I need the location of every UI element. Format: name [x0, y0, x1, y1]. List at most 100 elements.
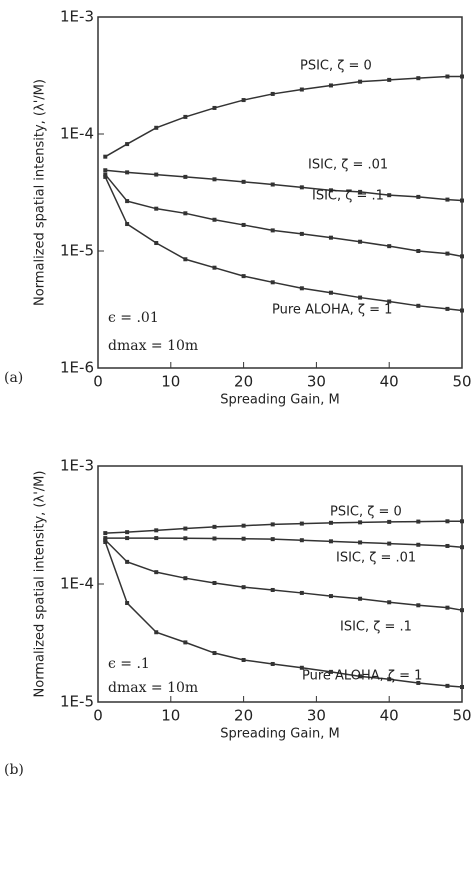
- data-point: [445, 74, 450, 79]
- data-point: [299, 286, 304, 291]
- data-point: [460, 545, 464, 550]
- y-tick-label: 1E-5: [60, 693, 94, 711]
- data-point: [416, 603, 421, 608]
- data-point: [183, 174, 188, 179]
- data-point: [299, 665, 304, 670]
- data-point: [154, 125, 159, 130]
- series-label: ISIC, ζ = .1: [312, 189, 384, 204]
- x-tick-label: 30: [307, 373, 326, 391]
- series-line: [104, 176, 463, 312]
- data-point: [299, 87, 304, 92]
- data-point: [212, 536, 217, 541]
- data-point: [241, 98, 246, 103]
- data-point: [103, 154, 108, 159]
- data-point: [387, 677, 392, 682]
- data-point: [212, 651, 217, 656]
- data-point: [241, 536, 246, 541]
- series-line: [105, 537, 463, 548]
- data-point: [183, 576, 188, 581]
- data-point: [270, 280, 275, 285]
- y-tick-label: 1E-6: [60, 359, 94, 377]
- data-point: [387, 600, 392, 605]
- data-point: [103, 168, 108, 173]
- data-point: [416, 680, 421, 685]
- data-point: [154, 536, 159, 541]
- data-point: [241, 657, 246, 662]
- data-point: [387, 299, 392, 304]
- data-point: [154, 570, 159, 575]
- data-point: [445, 197, 450, 202]
- data-point: [183, 536, 188, 541]
- data-point: [387, 519, 392, 524]
- y-tick-label: 1E-5: [60, 242, 94, 260]
- data-point: [299, 538, 304, 543]
- data-point: [270, 228, 275, 233]
- data-point: [125, 536, 130, 541]
- series-label: ISIC, ζ = .01: [336, 551, 416, 566]
- data-point: [416, 519, 421, 524]
- data-point: [460, 685, 464, 690]
- data-point: [212, 580, 217, 585]
- data-point: [387, 541, 392, 546]
- annotation: dmax = 10m: [108, 680, 198, 696]
- x-tick-label: 20: [234, 707, 253, 725]
- x-tick-label: 30: [307, 707, 326, 725]
- data-point: [241, 179, 246, 184]
- data-point: [358, 540, 363, 545]
- series-line: [105, 169, 463, 202]
- data-point: [241, 585, 246, 590]
- series-label: PSIC, ζ = 0: [330, 505, 402, 520]
- data-point: [154, 172, 159, 177]
- x-axis-label: Spreading Gain, M: [220, 393, 339, 408]
- data-point: [299, 590, 304, 595]
- series-label: Pure ALOHA, ζ = 1: [272, 303, 392, 318]
- data-point: [445, 683, 450, 688]
- series-label: ISIC, ζ = .01: [308, 158, 388, 173]
- data-point: [358, 239, 363, 244]
- data-point: [416, 249, 421, 253]
- x-tick-label: 20: [234, 373, 253, 391]
- data-point: [241, 274, 246, 279]
- data-point: [358, 295, 363, 300]
- data-point: [125, 170, 130, 175]
- data-point: [241, 523, 246, 528]
- data-point: [445, 605, 450, 610]
- data-point: [212, 177, 217, 182]
- panel-label: (b): [4, 762, 24, 778]
- data-point: [212, 524, 217, 529]
- data-point: [328, 669, 333, 674]
- data-point: [328, 290, 333, 295]
- y-axis-label: Normalized spatial intensity, (λ'/M): [33, 79, 48, 306]
- data-point: [270, 182, 275, 187]
- data-point: [358, 674, 363, 679]
- data-point: [125, 142, 130, 147]
- series-line: [104, 75, 462, 158]
- x-tick-label: 10: [161, 707, 180, 725]
- x-tick-label: 0: [93, 373, 103, 391]
- data-point: [416, 542, 421, 547]
- panel-label: (a): [4, 370, 23, 386]
- data-point: [212, 105, 217, 110]
- series-line: [104, 541, 463, 688]
- series-label: PSIC, ζ = 0: [300, 59, 372, 74]
- plot-frame: [97, 16, 463, 369]
- annotation: ϵ = .01: [108, 310, 159, 326]
- data-point: [416, 303, 421, 308]
- data-point: [416, 194, 421, 199]
- x-tick-label: 40: [380, 373, 399, 391]
- data-point: [387, 244, 392, 249]
- data-point: [445, 519, 450, 524]
- data-point: [270, 587, 275, 592]
- series-line: [104, 174, 463, 258]
- data-point: [154, 206, 159, 211]
- data-point: [212, 265, 217, 270]
- data-point: [183, 114, 188, 119]
- data-point: [460, 608, 464, 613]
- x-tick-label: 40: [380, 707, 399, 725]
- data-point: [103, 174, 108, 179]
- data-point: [299, 231, 304, 236]
- data-point: [125, 530, 130, 535]
- data-point: [241, 222, 246, 227]
- annotation: dmax = 10m: [108, 338, 198, 354]
